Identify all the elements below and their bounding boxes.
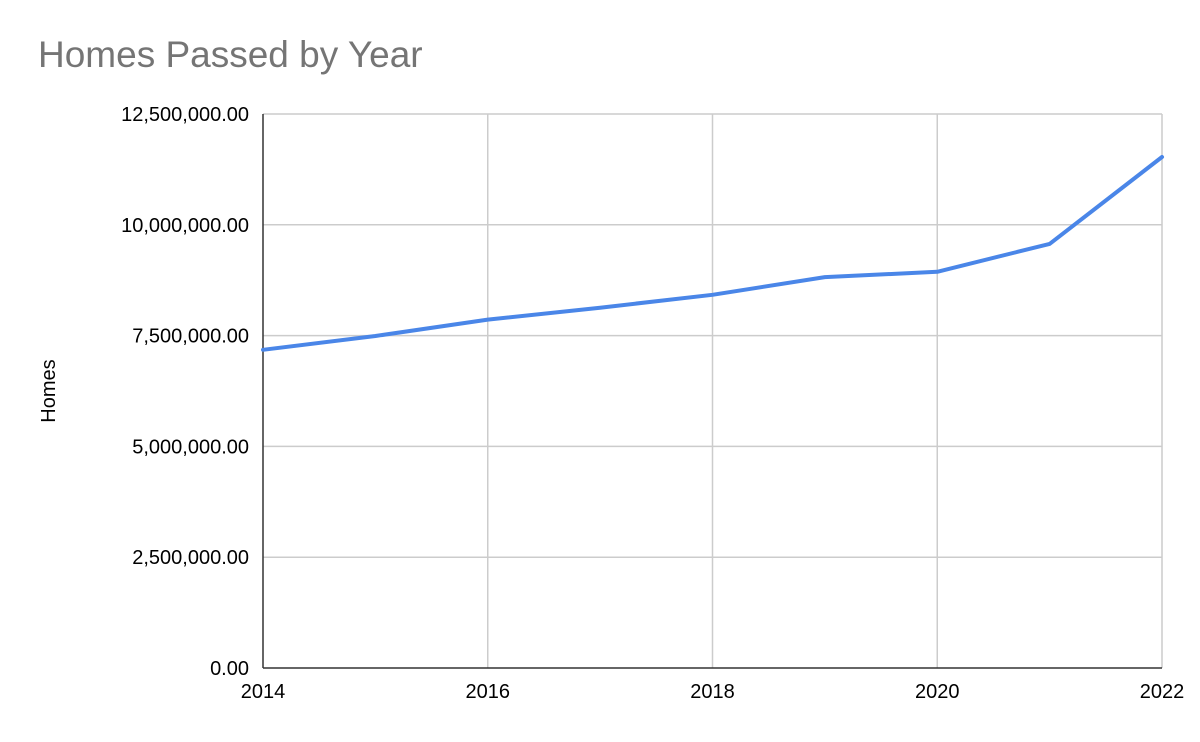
x-axis-tick-labels: 2014 2016 2018 2020 2022 bbox=[241, 681, 1185, 703]
y-tick-label: 5,000,000.00 bbox=[132, 436, 249, 458]
series-layer bbox=[261, 155, 1164, 352]
y-tick-label: 10,000,000.00 bbox=[121, 215, 249, 237]
x-tick-label: 2020 bbox=[915, 681, 960, 703]
chart-title: Homes Passed by Year bbox=[38, 34, 423, 75]
x-tick-label: 2022 bbox=[1140, 681, 1185, 703]
y-tick-label: 12,500,000.00 bbox=[121, 104, 249, 126]
y-tick-label: 7,500,000.00 bbox=[132, 326, 249, 348]
x-tick-label: 2014 bbox=[241, 681, 286, 703]
axes bbox=[262, 114, 1162, 669]
y-axis-tick-labels: 0.00 2,500,000.00 5,000,000.00 7,500,000.00… bbox=[121, 104, 249, 680]
x-tick-label: 2016 bbox=[466, 681, 511, 703]
x-tick-label: 2018 bbox=[690, 681, 735, 703]
y-axis-title: Homes bbox=[38, 359, 60, 422]
series-line bbox=[261, 155, 1164, 352]
y-tick-label: 2,500,000.00 bbox=[132, 547, 249, 569]
grid-lines bbox=[263, 113, 1163, 668]
y-tick-label: 0.00 bbox=[210, 658, 249, 680]
